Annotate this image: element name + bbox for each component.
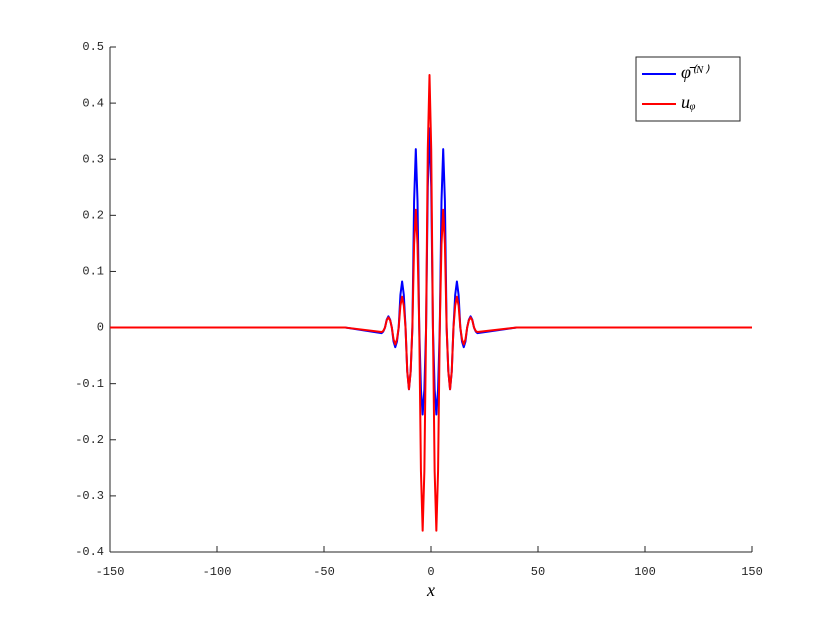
y-tick-label: 0.4 bbox=[82, 96, 104, 110]
legend-label: uᵩ bbox=[681, 92, 696, 112]
x-tick-label: 0 bbox=[427, 565, 434, 579]
y-tick-label: 0 bbox=[97, 321, 104, 335]
legend-box bbox=[635, 56, 741, 122]
y-tick-label: -0.4 bbox=[75, 545, 104, 559]
x-tick-label: -150 bbox=[96, 565, 125, 579]
legend-label: φ̄⁽ᴺ⁾ bbox=[681, 62, 710, 82]
y-tick-label: 0.2 bbox=[82, 209, 104, 223]
y-tick-label: -0.2 bbox=[75, 433, 104, 447]
x-axis-title: x bbox=[426, 580, 435, 600]
y-tick-label: 0.1 bbox=[82, 265, 104, 279]
line bbox=[110, 127, 752, 416]
x-tick-label: 50 bbox=[531, 565, 545, 579]
y-tick-label: 0.3 bbox=[82, 152, 104, 166]
line bbox=[110, 74, 752, 532]
y-tick-label: -0.1 bbox=[75, 377, 104, 391]
x-tick-label: 100 bbox=[634, 565, 656, 579]
x-tick-label: -50 bbox=[313, 565, 335, 579]
x-tick-label: 150 bbox=[741, 565, 763, 579]
x-tick-label: -100 bbox=[203, 565, 232, 579]
y-tick-label: -0.3 bbox=[75, 489, 104, 503]
y-tick-label: 0.5 bbox=[82, 40, 104, 54]
